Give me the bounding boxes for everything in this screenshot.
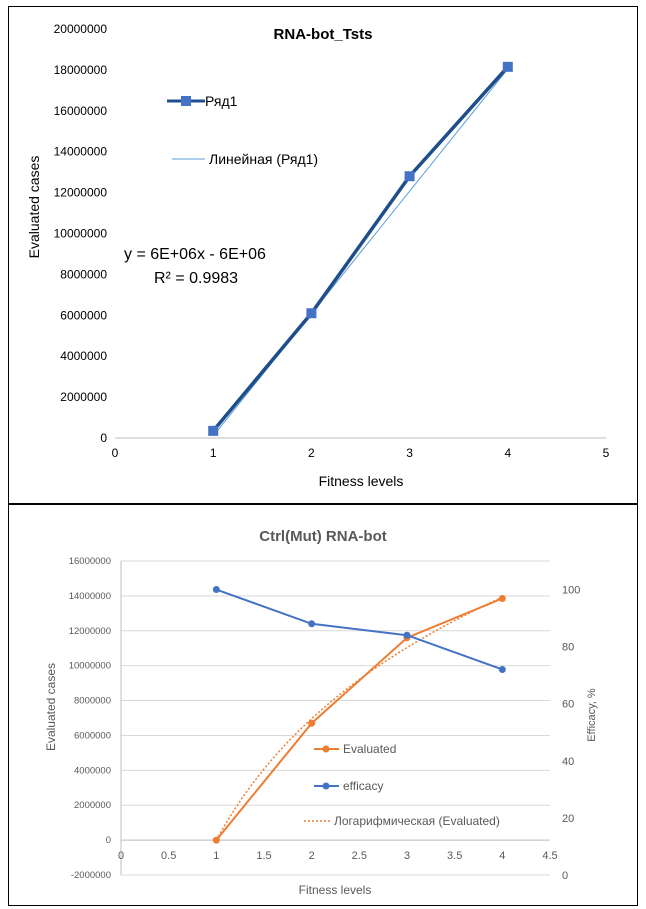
chart-panel-rna-bot-tsts: 0 2000000 4000000 6000000 8000000 10000000 120… xyxy=(8,6,638,504)
x-tick-label: 4.5 xyxy=(542,850,557,862)
y-tick-label: 10000000 xyxy=(69,661,111,672)
x-tick-label: 2 xyxy=(308,446,315,460)
y-tick-label: 8000000 xyxy=(60,267,107,281)
data-point-efficacy xyxy=(498,665,506,673)
legend-marker-evaluated xyxy=(322,745,330,753)
chart-title: RNA-bot_Tsts xyxy=(274,26,373,43)
x-tick-label: 3.5 xyxy=(447,850,462,862)
y-axis-label: Evaluated cases xyxy=(26,156,42,259)
x-tick-label: 1 xyxy=(210,446,217,460)
y-tick-label: 8000000 xyxy=(74,696,111,707)
legend: Ряд1 Линейная (Ряд1) xyxy=(167,93,318,167)
y-tick-label: 4000000 xyxy=(60,349,107,363)
y-tick-label: 16000000 xyxy=(69,556,111,567)
x-tick-label: 2.5 xyxy=(352,850,367,862)
y-tick-label: 20000000 xyxy=(54,22,108,36)
x-tick-label: 3 xyxy=(404,850,410,862)
y2-tick-label: 100 xyxy=(562,585,580,597)
data-point xyxy=(502,61,513,72)
x-tick-label: 3 xyxy=(406,446,413,460)
chart-title: Ctrl(Mut) RNA-bot xyxy=(259,528,386,545)
y-axis-label: Evaluated cases xyxy=(44,663,58,751)
legend-marker-series xyxy=(181,96,191,106)
y2-tick-label: 60 xyxy=(562,699,574,711)
x-tick-label: 0 xyxy=(112,446,119,460)
legend-label-efficacy: efficacy xyxy=(343,779,383,793)
series-line-efficacy xyxy=(215,588,503,671)
trend-equation: y = 6E+06x - 6E+06 xyxy=(124,246,266,263)
series-line-evaluated xyxy=(215,597,503,841)
data-point xyxy=(404,171,415,182)
y-tick-label: 12000000 xyxy=(54,186,108,200)
y-tick-label: 14000000 xyxy=(54,145,108,159)
x-axis-label: Fitness levels xyxy=(299,883,372,897)
y-tick-label: 4000000 xyxy=(74,765,111,776)
y-tick-label: 0 xyxy=(100,431,107,445)
chart-ctrl-mut-rna-bot: -200000002000000400000060000008000000100… xyxy=(44,528,598,897)
y-tick-label: 16000000 xyxy=(54,104,108,118)
data-point-evaluated xyxy=(308,719,316,727)
y2-tick-label: 40 xyxy=(562,756,574,768)
data-point-evaluated xyxy=(498,595,506,603)
y2-axis-label: Efficacy, % xyxy=(586,688,598,742)
y2-tick-label: 20 xyxy=(562,813,574,825)
legend: Evaluated efficacy Логарифмическая (Eval… xyxy=(304,742,500,828)
x-tick-label: 1.5 xyxy=(256,850,271,862)
data-point xyxy=(208,425,219,436)
legend-label-evaluated: Evaluated xyxy=(343,742,396,756)
legend-marker-efficacy xyxy=(322,782,330,790)
y-tick-label: 0 xyxy=(106,835,111,846)
x-tick-label: 4 xyxy=(499,850,505,862)
y2-tick-label: 0 xyxy=(562,870,568,882)
x-tick-label: 2 xyxy=(309,850,315,862)
trend-r-squared: R² = 0.9983 xyxy=(154,270,238,287)
y-tick-label: 12000000 xyxy=(69,626,111,637)
y-tick-label: 6000000 xyxy=(74,730,111,741)
y-tick-label: -2000000 xyxy=(71,870,111,881)
y-tick-label: 6000000 xyxy=(60,308,107,322)
data-point-efficacy xyxy=(212,586,220,594)
chart-rna-bot-tsts: 0200000040000006000000800000010000000120… xyxy=(26,22,610,489)
data-point-efficacy xyxy=(308,620,316,628)
x-axis-label: Fitness levels xyxy=(319,473,404,489)
y-tick-label: 14000000 xyxy=(69,591,111,602)
data-point-evaluated xyxy=(212,836,220,844)
y-tick-label: 2000000 xyxy=(74,800,111,811)
legend-label-trend: Логарифмическая (Evaluated) xyxy=(334,814,500,828)
y-tick-label: 2000000 xyxy=(60,390,107,404)
y-tick-label: 10000000 xyxy=(54,227,108,241)
x-tick-label: 4 xyxy=(504,446,511,460)
x-tick-label: 5 xyxy=(603,446,610,460)
x-tick-label: 1 xyxy=(213,850,219,862)
series-line xyxy=(211,65,510,432)
chart-panel-ctrl-mut-rna-bot: -2000000 0 2000000 4000000 6000000 8000000 100… xyxy=(8,504,638,906)
y2-tick-label: 80 xyxy=(562,642,574,654)
data-point-efficacy xyxy=(403,631,411,639)
legend-label-series: Ряд1 xyxy=(205,93,238,109)
data-point xyxy=(306,308,317,319)
trendline xyxy=(215,596,503,841)
y-tick-label: 18000000 xyxy=(54,63,108,77)
x-tick-label: 0 xyxy=(118,850,124,862)
legend-label-trend: Линейная (Ряд1) xyxy=(209,151,318,167)
x-tick-label: 0.5 xyxy=(161,850,176,862)
